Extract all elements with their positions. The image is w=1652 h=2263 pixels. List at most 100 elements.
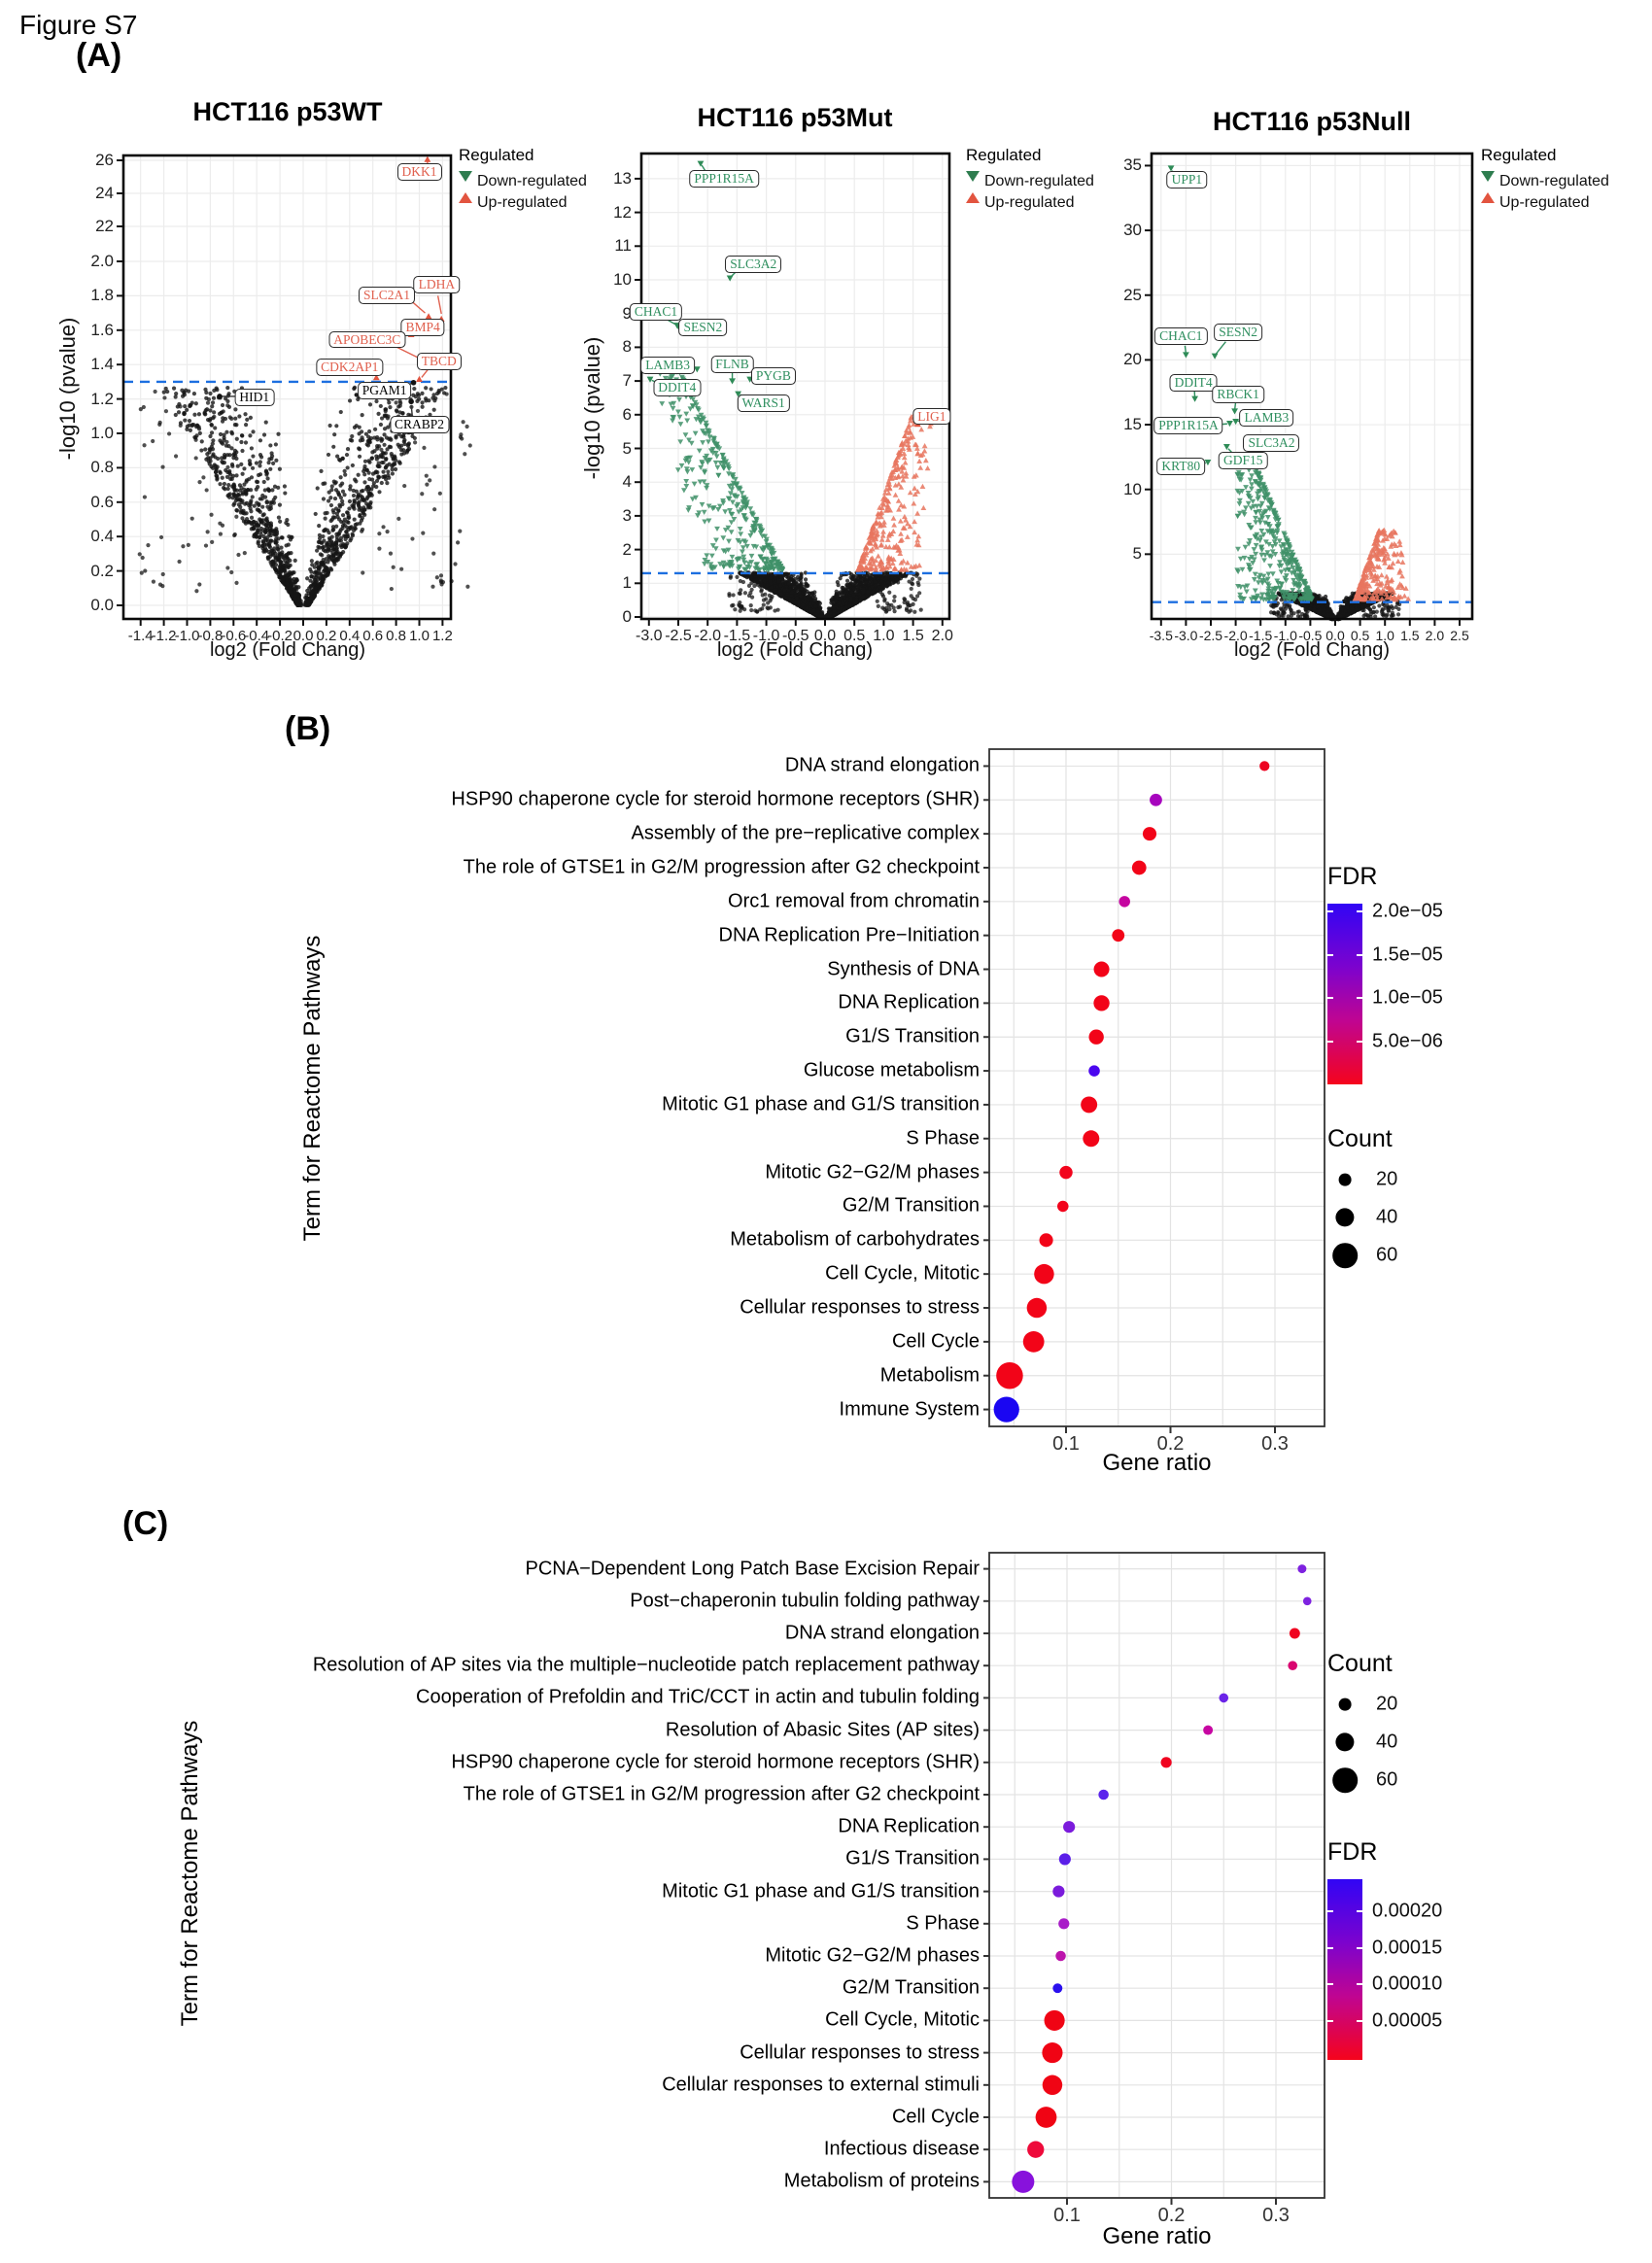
scatter-point xyxy=(366,434,371,439)
scatter-point xyxy=(385,481,390,486)
scatter-point xyxy=(861,587,866,592)
scatter-point xyxy=(408,429,413,434)
scatter-point xyxy=(782,588,787,593)
gene-point xyxy=(408,398,414,405)
down-point xyxy=(702,519,708,525)
scatter-point xyxy=(348,484,353,489)
scatter-point xyxy=(334,424,339,429)
scatter-point xyxy=(332,562,337,566)
scatter-point xyxy=(421,531,426,535)
scatter-point xyxy=(377,546,382,551)
scatter-point xyxy=(367,429,372,434)
scatter-point xyxy=(258,472,263,477)
down-point xyxy=(712,546,719,552)
scatter-point xyxy=(212,463,217,467)
scatter-point xyxy=(240,389,245,394)
scatter-point xyxy=(271,559,276,564)
scatter-point xyxy=(277,555,282,561)
scatter-point xyxy=(214,466,219,471)
scatter-point xyxy=(234,473,239,478)
scatter-point xyxy=(173,454,179,459)
scatter-point xyxy=(894,577,899,582)
down-point xyxy=(712,460,719,466)
scatter-point xyxy=(817,600,823,606)
scatter-point xyxy=(439,417,444,422)
scatter-point xyxy=(324,573,329,578)
scatter-point xyxy=(377,394,382,398)
scatter-point xyxy=(347,398,353,403)
scatter-point xyxy=(379,416,385,421)
down-point xyxy=(708,553,715,559)
up-point xyxy=(891,522,898,528)
scatter-point xyxy=(458,529,463,533)
scatter-point xyxy=(249,446,255,451)
scatter-point xyxy=(358,512,362,518)
down-point xyxy=(706,518,712,524)
scatter-point xyxy=(828,610,833,615)
scatter-point xyxy=(274,527,279,531)
scatter-point xyxy=(229,416,234,422)
down-point xyxy=(721,465,727,471)
scatter-point xyxy=(384,456,389,462)
scatter-point xyxy=(375,437,380,442)
scatter-point xyxy=(254,461,259,465)
up-point xyxy=(417,357,425,363)
scatter-point xyxy=(224,467,228,473)
scatter-point xyxy=(907,609,912,614)
scatter-point xyxy=(225,398,230,404)
scatter-point xyxy=(208,408,213,413)
scatter-point xyxy=(794,580,799,585)
scatter-point xyxy=(892,609,897,614)
down-point xyxy=(683,478,690,485)
scatter-point xyxy=(431,393,436,397)
scatter-point xyxy=(176,410,182,415)
scatter-point xyxy=(328,502,334,508)
scatter-point xyxy=(434,391,440,396)
scatter-point xyxy=(799,575,804,580)
scatter-point xyxy=(226,483,231,488)
scatter-point xyxy=(321,574,326,579)
scatter-point xyxy=(210,400,216,405)
up-point xyxy=(437,315,445,323)
scatter-point xyxy=(876,603,880,608)
scatter-point xyxy=(465,584,470,589)
scatter-point xyxy=(733,607,738,612)
scatter-point xyxy=(352,517,357,522)
scatter-point xyxy=(278,561,283,566)
scatter-point xyxy=(240,448,245,454)
scatter-point xyxy=(369,456,375,461)
scatter-point xyxy=(249,498,254,503)
scatter-point xyxy=(877,585,881,590)
scatter-point xyxy=(396,516,401,521)
scatter-point xyxy=(284,552,289,558)
scatter-point xyxy=(379,460,385,465)
scatter-point xyxy=(360,413,364,418)
scatter-point xyxy=(386,469,391,474)
scatter-point xyxy=(422,445,427,450)
scatter-point xyxy=(752,583,757,589)
scatter-point xyxy=(248,415,254,420)
down-point xyxy=(722,509,729,515)
gene-connector xyxy=(393,345,419,359)
scatter-point xyxy=(276,485,281,490)
scatter-point xyxy=(227,453,232,458)
scatter-point xyxy=(759,582,764,588)
scatter-point xyxy=(767,593,772,598)
gene-connector xyxy=(410,300,426,314)
scatter-point xyxy=(142,443,147,448)
scatter-point xyxy=(258,463,262,468)
scatter-point xyxy=(371,481,376,486)
scatter-point xyxy=(340,456,345,462)
scatter-point xyxy=(443,385,448,391)
scatter-point xyxy=(384,464,389,469)
scatter-point xyxy=(279,545,284,550)
scatter-point xyxy=(364,485,369,490)
scatter-point xyxy=(308,578,313,583)
scatter-point xyxy=(749,587,754,592)
down-point xyxy=(696,448,703,454)
scatter-point xyxy=(193,401,198,406)
scatter-point xyxy=(316,566,322,571)
scatter-point xyxy=(355,522,360,527)
scatter-point xyxy=(389,392,395,396)
scatter-point xyxy=(358,438,363,443)
